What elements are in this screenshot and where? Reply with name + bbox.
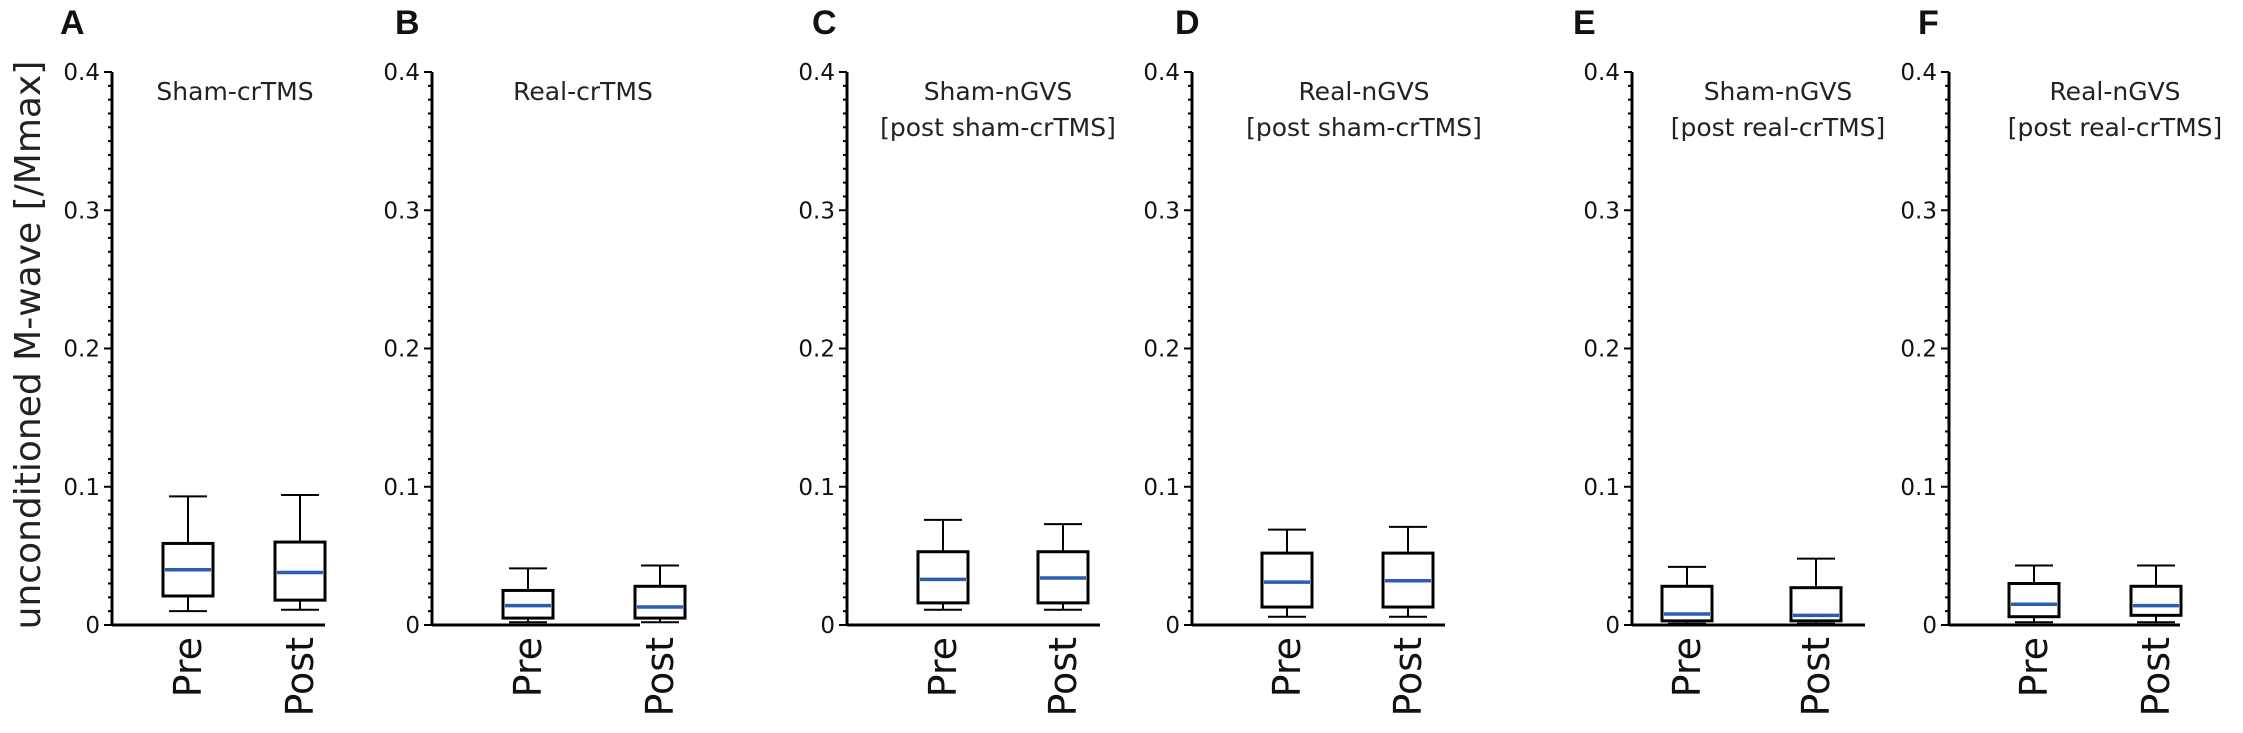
y-tick-label: 0 (405, 613, 420, 639)
box-pre (501, 567, 555, 624)
y-tick-label: 0 (1922, 613, 1937, 639)
y-tick-label: 0.4 (1143, 60, 1180, 86)
panel-letter: F (1918, 4, 1939, 42)
panel-c: C Sham-nGVS [post sham-crTMS] 0 0.1 0.2 0.3 0.4… (798, 4, 1115, 717)
y-tick-label: 0 (1605, 613, 1620, 639)
box-pre (1260, 528, 1314, 618)
panel-title: [post real-crTMS] (1671, 113, 1886, 142)
panel-title: Sham-nGVS (1704, 77, 1853, 106)
y-axis-label: unconditioned M-wave [/Mmax] (8, 61, 49, 630)
panel-letter: B (395, 4, 420, 42)
y-tick-label: 0.2 (63, 337, 100, 363)
panel-title: [post real-crTMS] (2008, 113, 2223, 142)
x-category-label: Post (278, 637, 322, 717)
x-category-label: Post (638, 637, 682, 717)
box-post (1789, 557, 1843, 625)
y-tick-label: 0.1 (63, 475, 100, 501)
panel-e: E Sham-nGVS [post real-crTMS] 0 0.1 0.2 0.3 0.4… (1573, 4, 1885, 717)
y-tick-label: 0.4 (63, 60, 100, 86)
x-category-label: Pre (506, 637, 550, 697)
y-tick-label: 0 (1165, 613, 1180, 639)
panel-f: F Real-nGVS [post real-crTMS] 0 0.1 0.2 0.3 0.4… (1900, 4, 2222, 717)
y-tick-label: 0.3 (1583, 198, 1620, 224)
box-iqr (2007, 582, 2061, 619)
panel-letter: D (1175, 4, 1200, 42)
y-tick-label: 0.4 (1900, 60, 1937, 86)
y-tick-label: 0.3 (1900, 198, 1937, 224)
panel-letter: A (60, 4, 85, 42)
y-tick-label: 0.3 (1143, 198, 1180, 224)
y-tick-label: 0.1 (1900, 475, 1937, 501)
y-tick-label: 0.2 (1143, 337, 1180, 363)
y-tick-label: 0.3 (383, 198, 420, 224)
y-tick-label: 0.2 (798, 337, 835, 363)
box-post (633, 564, 687, 624)
y-tick-label: 0.3 (63, 198, 100, 224)
x-category-label: Pre (921, 637, 965, 697)
y-tick-label: 0.4 (798, 60, 835, 86)
box-iqr (916, 550, 970, 605)
y-tick-label: 0.1 (798, 475, 835, 501)
y-tick-label: 0 (85, 613, 100, 639)
y-tick-label: 0.4 (1583, 60, 1620, 86)
x-category-label: Post (1041, 637, 1085, 717)
box-pre (2007, 564, 2061, 624)
box-post (1036, 523, 1090, 611)
y-tick-label: 0.2 (1583, 337, 1620, 363)
panel-title: Sham-nGVS (924, 77, 1073, 106)
box-post (1381, 525, 1435, 618)
y-tick-label: 0.4 (383, 60, 420, 86)
x-category-label: Post (1386, 637, 1430, 717)
y-tick-label: 0.1 (383, 475, 420, 501)
y-tick-label: 0.3 (798, 198, 835, 224)
panel-b: B Real-crTMS 0 0.1 0.2 0.3 0.4 Pre Post (383, 4, 687, 717)
box-iqr (2129, 584, 2183, 617)
x-category-label: Pre (166, 637, 210, 697)
box-post (273, 494, 327, 611)
y-tick-label: 0.2 (383, 337, 420, 363)
panel-title: Real-nGVS (2049, 77, 2180, 106)
panel-title: Real-nGVS (1298, 77, 1429, 106)
x-category-label: Post (1794, 637, 1838, 717)
panel-a: A Sham-crTMS 0 0.1 0.2 0.3 0.4 Pre Post (60, 4, 327, 717)
x-category-label: Pre (1665, 637, 1709, 697)
panel-title: [post sham-crTMS] (1246, 113, 1482, 142)
y-tick-label: 0.1 (1583, 475, 1620, 501)
panel-d: D Real-nGVS [post sham-crTMS] 0 0.1 0.2 0.3 0.4… (1143, 4, 1481, 717)
x-category-label: Pre (1265, 637, 1309, 697)
panel-letter: C (812, 4, 837, 42)
panel-title: Sham-crTMS (156, 77, 313, 106)
y-tick-label: 0.2 (1900, 337, 1937, 363)
panel-title: Real-crTMS (513, 77, 653, 106)
box-pre (161, 495, 215, 613)
x-category-label: Post (2134, 637, 2178, 717)
panel-title: [post sham-crTMS] (880, 113, 1116, 142)
x-category-label: Pre (2012, 637, 2056, 697)
box-iqr (1260, 551, 1314, 609)
box-post (2129, 564, 2183, 624)
panel-letter: E (1573, 4, 1596, 42)
y-tick-label: 0.1 (1143, 475, 1180, 501)
box-iqr (633, 584, 687, 620)
y-tick-label: 0 (820, 613, 835, 639)
box-pre (1660, 565, 1714, 625)
box-pre (916, 518, 970, 611)
panels-container: A Sham-crTMS 0 0.1 0.2 0.3 0.4 Pre Post B Real-crT… (60, 4, 2222, 717)
